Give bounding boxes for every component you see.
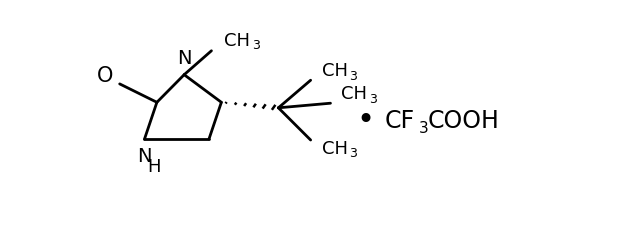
Text: H: H (148, 158, 161, 176)
Text: CF: CF (385, 109, 415, 133)
Text: CH: CH (341, 85, 367, 103)
Text: 3: 3 (419, 120, 429, 136)
Text: CH: CH (321, 62, 348, 80)
Text: 3: 3 (252, 39, 260, 52)
Text: N: N (137, 147, 152, 166)
Text: N: N (177, 49, 191, 68)
Text: •: • (356, 106, 374, 135)
Text: 3: 3 (349, 147, 357, 160)
Text: O: O (97, 66, 113, 86)
Text: CH: CH (224, 32, 250, 50)
Text: COOH: COOH (428, 109, 499, 133)
Text: 3: 3 (369, 93, 377, 106)
Text: 3: 3 (349, 70, 357, 83)
Text: CH: CH (321, 140, 348, 158)
